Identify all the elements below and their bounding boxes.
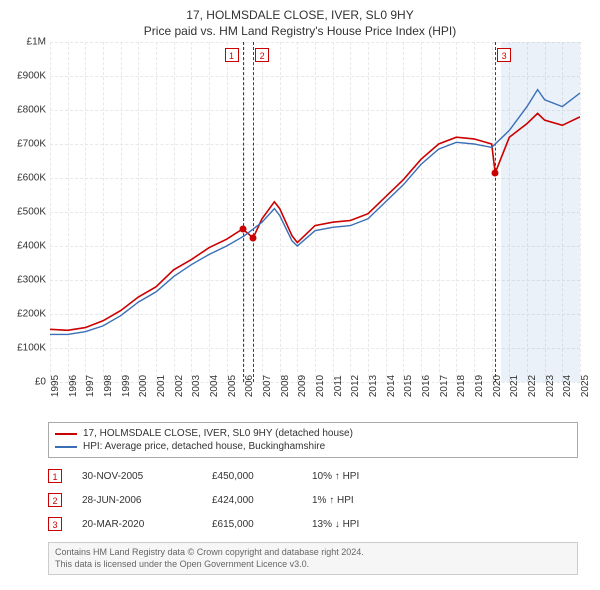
x-tick-label: 1996 [68, 375, 79, 397]
y-tick-label: £800K [17, 105, 50, 116]
x-tick-label: 2016 [421, 375, 432, 397]
series-line-property [50, 113, 580, 330]
chart-title-address: 17, HOLMSDALE CLOSE, IVER, SL0 9HY [0, 0, 600, 22]
event-date: 20-MAR-2020 [82, 519, 212, 530]
x-tick-label: 2022 [527, 375, 538, 397]
x-tick-label: 2000 [138, 375, 149, 397]
event-badge: 2 [48, 493, 62, 507]
x-tick-label: 2003 [191, 375, 202, 397]
event-pct: 10% ↑ HPI [312, 471, 392, 482]
legend-swatch [55, 446, 77, 448]
y-tick-label: £900K [17, 71, 50, 82]
x-tick-label: 2025 [580, 375, 591, 397]
y-tick-label: £500K [17, 207, 50, 218]
y-tick-label: £300K [17, 275, 50, 286]
sale-dot [239, 226, 246, 233]
event-badge: 3 [48, 517, 62, 531]
chart-title-subtitle: Price paid vs. HM Land Registry's House … [0, 22, 600, 42]
x-tick-label: 2021 [509, 375, 520, 397]
x-tick-label: 2004 [209, 375, 220, 397]
x-tick-label: 2015 [403, 375, 414, 397]
event-row: 2 28-JUN-2006£424,0001% ↑ HPI [48, 488, 578, 512]
y-tick-label: £400K [17, 241, 50, 252]
y-tick-label: £200K [17, 309, 50, 320]
x-tick-label: 2012 [350, 375, 361, 397]
x-tick-label: 2006 [244, 375, 255, 397]
x-axis-labels: 1995199619971998199920002001200220032004… [50, 382, 580, 418]
event-date: 30-NOV-2005 [82, 471, 212, 482]
x-tick-label: 2011 [333, 375, 344, 397]
event-row: 3 20-MAR-2020£615,00013% ↓ HPI [48, 512, 578, 536]
legend-label: 17, HOLMSDALE CLOSE, IVER, SL0 9HY (deta… [83, 428, 353, 439]
event-date: 28-JUN-2006 [82, 495, 212, 506]
footer-line-1: Contains HM Land Registry data © Crown c… [55, 547, 571, 559]
x-tick-label: 2009 [297, 375, 308, 397]
event-pct: 1% ↑ HPI [312, 495, 392, 506]
x-tick-label: 2019 [474, 375, 485, 397]
y-tick-label: £600K [17, 173, 50, 184]
x-tick-label: 2001 [156, 375, 167, 397]
legend-box: 17, HOLMSDALE CLOSE, IVER, SL0 9HY (deta… [48, 422, 578, 458]
series-line-hpi [50, 90, 580, 335]
event-badge: 1 [48, 469, 62, 483]
x-tick-label: 2008 [280, 375, 291, 397]
x-tick-label: 2010 [315, 375, 326, 397]
sale-dot [492, 169, 499, 176]
event-row: 1 30-NOV-2005£450,00010% ↑ HPI [48, 464, 578, 488]
y-tick-label: £1M [27, 37, 50, 48]
y-tick-label: £700K [17, 139, 50, 150]
x-tick-label: 2007 [262, 375, 273, 397]
x-tick-label: 2020 [492, 375, 503, 397]
legend-swatch [55, 433, 77, 435]
event-price: £450,000 [212, 471, 312, 482]
footer-attribution: Contains HM Land Registry data © Crown c… [48, 542, 578, 575]
x-tick-label: 1998 [103, 375, 114, 397]
x-tick-label: 2002 [174, 375, 185, 397]
x-tick-label: 2024 [562, 375, 573, 397]
event-price: £615,000 [212, 519, 312, 530]
event-table: 1 30-NOV-2005£450,00010% ↑ HPI 2 28-JUN-200… [48, 464, 578, 536]
gridline-v [580, 42, 581, 382]
chart-plot-area: £0£100K£200K£300K£400K£500K£600K£700K£80… [50, 42, 580, 382]
footer-line-2: This data is licensed under the Open Gov… [55, 559, 571, 571]
x-tick-label: 2013 [368, 375, 379, 397]
legend-item: 17, HOLMSDALE CLOSE, IVER, SL0 9HY (deta… [55, 427, 571, 440]
event-pct: 13% ↓ HPI [312, 519, 392, 530]
x-tick-label: 1999 [121, 375, 132, 397]
x-tick-label: 2014 [386, 375, 397, 397]
x-tick-label: 2017 [439, 375, 450, 397]
y-tick-label: £100K [17, 343, 50, 354]
y-tick-label: £0 [35, 377, 50, 388]
x-tick-label: 1997 [85, 375, 96, 397]
sale-dot [250, 234, 257, 241]
x-tick-label: 2005 [227, 375, 238, 397]
x-tick-label: 2023 [545, 375, 556, 397]
event-price: £424,000 [212, 495, 312, 506]
series-svg [50, 42, 580, 382]
x-tick-label: 2018 [456, 375, 467, 397]
x-tick-label: 1995 [50, 375, 61, 397]
legend-label: HPI: Average price, detached house, Buck… [83, 441, 325, 452]
legend-item: HPI: Average price, detached house, Buck… [55, 440, 571, 453]
